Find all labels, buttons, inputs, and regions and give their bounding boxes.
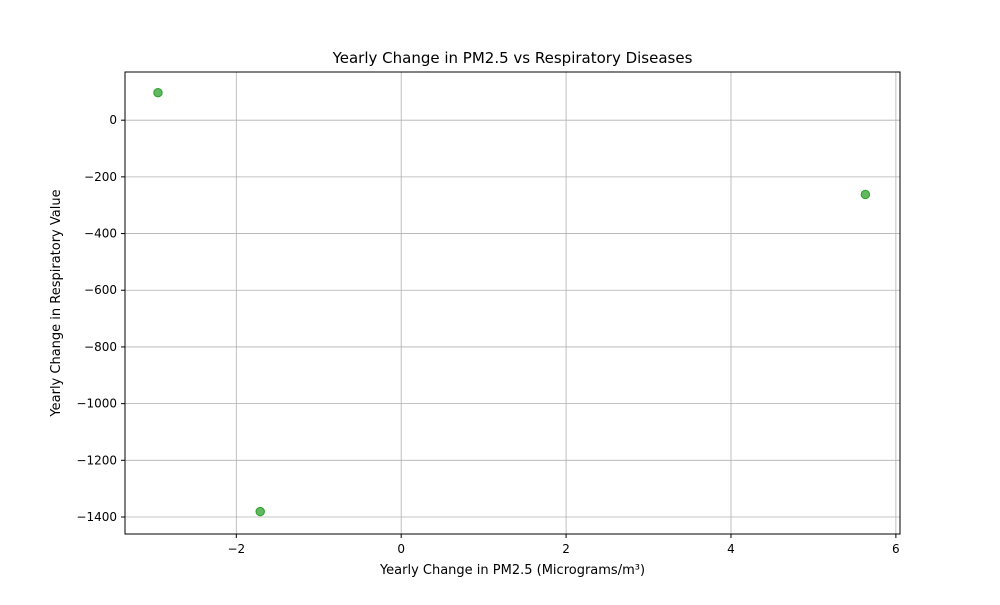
y-tick-label: −1000 [76, 397, 117, 411]
x-tick-label: 2 [562, 542, 570, 556]
scatter-point [255, 506, 265, 517]
y-tick-label: −1400 [76, 510, 117, 524]
y-tick-label: −1200 [76, 453, 117, 467]
chart-title: Yearly Change in PM2.5 vs Respiratory Di… [332, 49, 693, 67]
x-axis-label: Yearly Change in PM2.5 (Micrograms/m³) [379, 563, 645, 578]
y-tick-label: −600 [84, 283, 117, 297]
axis-ticks: −2 0 2 4 6 0 −200 −400 −600 −800 −1000 −1200 −1400 [76, 113, 899, 556]
y-tick-label: −200 [84, 170, 117, 184]
x-tick-label: −2 [227, 542, 245, 556]
x-tick-label: 0 [397, 542, 405, 556]
y-tick-label: 0 [109, 113, 117, 127]
y-axis-label: Yearly Change in Respiratory Value [49, 189, 64, 417]
scatter-point [860, 189, 871, 200]
y-tick-label: −400 [84, 227, 117, 241]
scatter-point [153, 87, 163, 98]
x-tick-label: 4 [727, 542, 735, 556]
plot-area-frame [124, 71, 901, 535]
y-tick-label: −800 [84, 340, 117, 354]
x-tick-label: 6 [892, 542, 900, 556]
data-points [153, 87, 871, 517]
grid [125, 72, 900, 534]
